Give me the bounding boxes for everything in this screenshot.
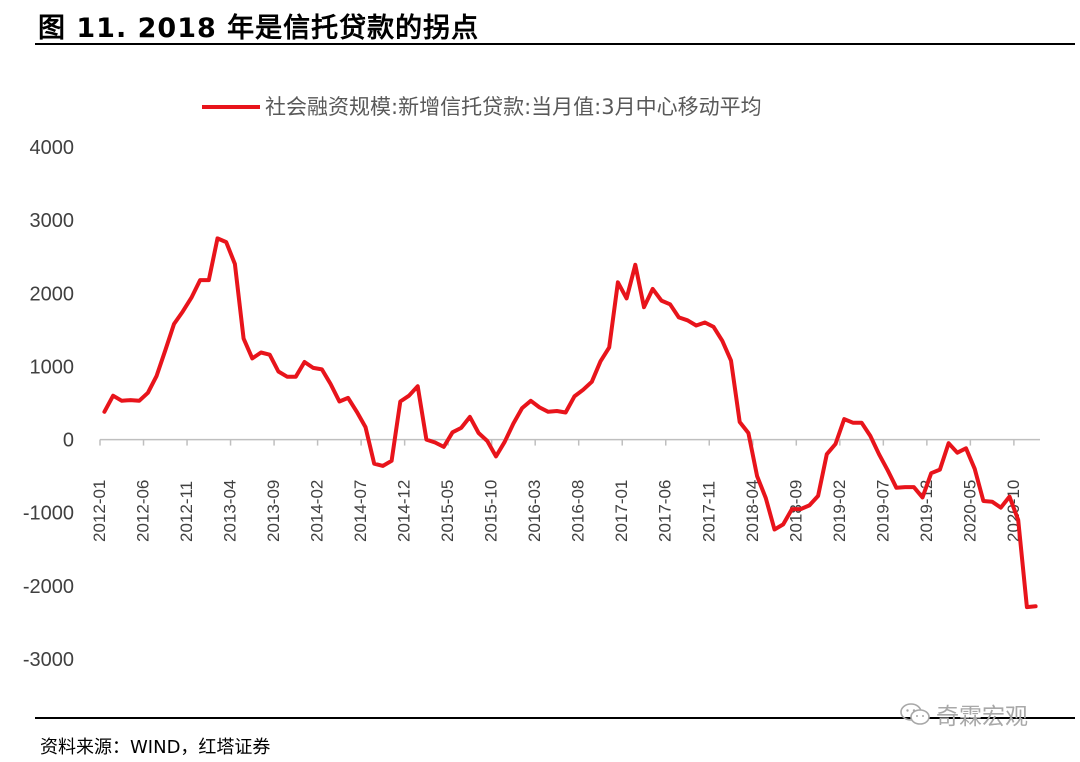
x-tick-label: 2015-05 <box>438 480 457 542</box>
y-tick-label: 1000 <box>30 356 75 378</box>
x-axis: 2012-01 2012-06 2012-11 2013-04 2013-09 2014-… <box>90 438 1040 542</box>
x-tick-label: 2017-11 <box>699 481 718 542</box>
y-tick-label: 4000 <box>30 137 75 159</box>
x-tick-label: 2014-07 <box>351 480 370 542</box>
x-tick-label: 2020-05 <box>960 480 979 542</box>
x-tick-label: 2012-06 <box>134 480 153 542</box>
source-note: 资料来源：WIND，红塔证券 <box>40 737 271 758</box>
x-tick-label: 2015-10 <box>482 480 501 542</box>
x-tick-label: 2013-09 <box>264 480 283 542</box>
x-tick-label: 2019-07 <box>873 480 892 542</box>
figure-title: 图 11. 2018 年是信托贷款的拐点 <box>38 13 480 44</box>
y-tick-label: 0 <box>63 430 74 452</box>
x-tick-label: 2019-02 <box>830 480 849 542</box>
watermark-text: 奇霖宏观 <box>936 704 1028 730</box>
bottom-rule <box>35 717 1075 719</box>
x-tick-label: 2014-02 <box>308 480 327 542</box>
x-tick-label: 2018-04 <box>743 480 762 542</box>
x-tick-label: 2016-03 <box>525 480 544 542</box>
legend: 社会融资规模:新增信托贷款:当月值:3月中心移动平均 <box>202 95 762 119</box>
y-tick-label: 2000 <box>30 283 75 305</box>
x-tick-label: 2014-12 <box>395 480 414 542</box>
top-rule <box>35 43 1075 45</box>
wechat-icon <box>900 703 930 725</box>
watermark: 奇霖宏观 <box>900 697 1028 731</box>
y-tick-label: -1000 <box>23 503 74 525</box>
y-tick-label: -2000 <box>23 576 74 598</box>
series-line <box>102 236 1038 610</box>
y-tick-label: -3000 <box>23 649 74 671</box>
x-tick-label: 2016-08 <box>569 480 588 542</box>
x-tick-label: 2012-11 <box>177 481 196 542</box>
y-tick-label: 3000 <box>30 210 75 232</box>
x-tick-label: 2017-01 <box>612 480 631 542</box>
x-tick-label: 2017-06 <box>656 480 675 542</box>
x-tick-label: 2013-04 <box>221 480 240 542</box>
y-axis: 4000 3000 2000 1000 0 -1000 -2000 -3000 <box>23 137 74 671</box>
legend-label: 社会融资规模:新增信托贷款:当月值:3月中心移动平均 <box>265 95 762 119</box>
x-tick-label: 2012-01 <box>90 480 109 542</box>
series-group <box>102 236 1038 610</box>
